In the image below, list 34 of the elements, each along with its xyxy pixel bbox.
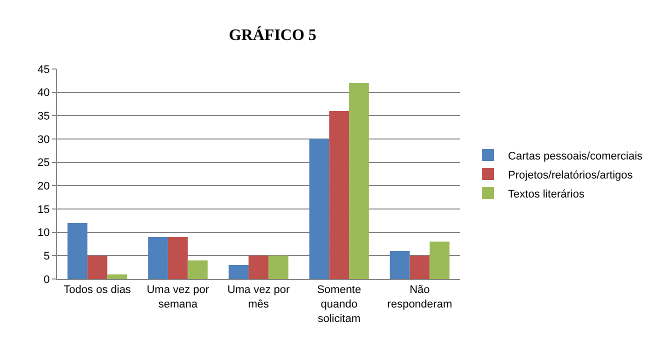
x-tick-label: Não responderam <box>387 284 452 310</box>
bar <box>107 274 128 279</box>
bar <box>248 256 268 279</box>
chart-title: GRÁFICO 5 <box>228 26 316 44</box>
x-tick-label: Todos os dias <box>64 284 132 296</box>
y-tick-label: 5 <box>44 250 50 263</box>
bar <box>67 223 88 279</box>
y-tick-label: 0 <box>44 274 50 286</box>
legend-label: Textos literários <box>508 188 585 200</box>
y-tick-label: 20 <box>38 180 50 193</box>
y-tick-label: 10 <box>38 227 50 240</box>
bar <box>87 256 108 279</box>
bar <box>309 139 330 279</box>
x-tick-label: Uma vez por semana <box>146 284 210 310</box>
y-tick-label: 40 <box>38 87 50 100</box>
x-tick-label: Uma vez por mês <box>227 284 290 310</box>
y-tick-label: 35 <box>38 110 50 123</box>
bar <box>329 111 350 279</box>
bar <box>410 256 430 279</box>
x-tick-label: Somente quando solicitam <box>317 284 362 325</box>
bar <box>390 251 410 279</box>
bar <box>228 265 249 279</box>
legend-label: Projetos/relatórios/artigos <box>508 169 634 182</box>
bar <box>148 237 168 279</box>
bar <box>349 83 369 279</box>
y-tick-label: 15 <box>38 204 50 216</box>
bar <box>268 256 288 279</box>
bar <box>168 237 188 279</box>
y-tick-label: 25 <box>38 157 50 170</box>
y-tick-label: 45 <box>38 64 50 76</box>
bar <box>430 242 450 279</box>
legend-label: Cartas pessoais/comerciais <box>508 150 644 162</box>
bar <box>188 260 208 279</box>
y-tick-label: 30 <box>38 134 50 146</box>
